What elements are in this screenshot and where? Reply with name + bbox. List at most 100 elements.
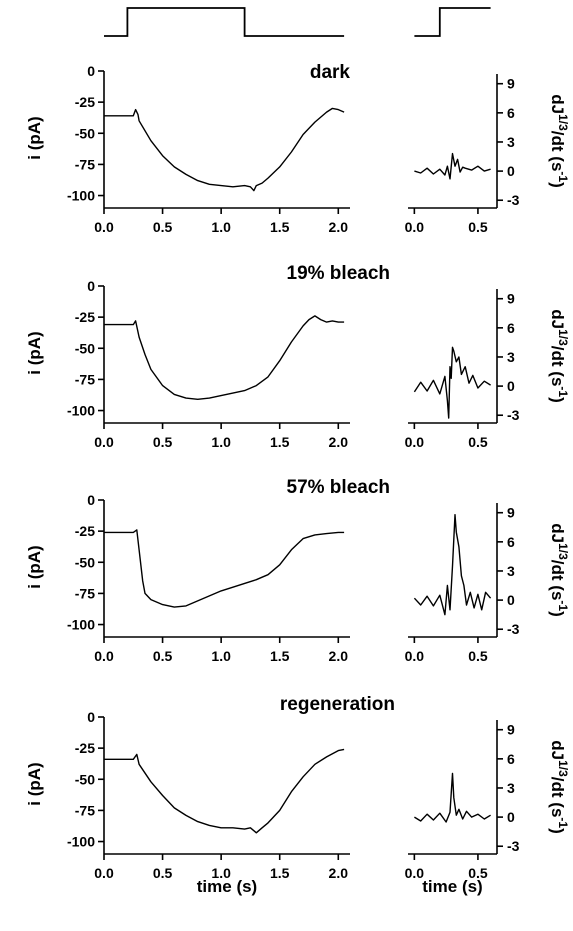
y-tick-label: 6 <box>507 320 515 336</box>
y-tick-label: -50 <box>75 554 95 570</box>
y-tick-label: -75 <box>75 156 95 172</box>
y-tick-label: 3 <box>507 563 515 579</box>
y-tick-label: -50 <box>75 340 95 356</box>
y-tick-label: 3 <box>507 134 515 150</box>
y-tick-label: -75 <box>75 802 95 818</box>
y-tick-label: 0 <box>507 163 515 179</box>
derivative-trace <box>413 346 491 419</box>
panels: 0 -25 -50 -75 -100 0.0 0.5 1.0 1.5 2.0 i (pA) dark 9… <box>25 62 570 896</box>
panel-title: 19% bleach <box>287 263 391 284</box>
y-axis-title: i (pA) <box>25 116 44 159</box>
y-tick-label: 9 <box>507 76 515 92</box>
x-tick-label: 2.0 <box>329 648 349 664</box>
x-tick-label: 2.0 <box>329 219 349 235</box>
derivative-trace <box>413 514 492 616</box>
y-axis-title: dJ1/3/dt (s-1) <box>548 523 570 616</box>
derivative-trace <box>414 152 491 180</box>
x-axis-title: time (s) <box>197 877 257 896</box>
stimulus-step-trace <box>104 7 345 37</box>
derivative-panel: 9 6 3 0 -3 0.0 0.5 dJ1/3/dt (s-1) <box>405 289 570 450</box>
y-tick-label: 9 <box>507 291 515 307</box>
current-panel: 0 -25 -50 -75 -100 0.0 0.5 1.0 1.5 2.0 i (pA) regen… <box>25 694 395 896</box>
y-tick-label: -25 <box>75 523 95 539</box>
stimulus-step-trace <box>414 7 491 37</box>
y-axis-title: i (pA) <box>25 762 44 805</box>
y-tick-label: -50 <box>75 771 95 787</box>
y-axis-title: dJ1/3/dt (s-1) <box>548 94 570 187</box>
y-tick-label: 0 <box>87 63 95 79</box>
y-tick-label: 0 <box>507 378 515 394</box>
x-tick-label: 0.5 <box>153 434 173 450</box>
y-tick-label: -3 <box>507 838 520 854</box>
x-tick-label: 1.5 <box>270 648 290 664</box>
x-tick-label: 0.5 <box>153 865 173 881</box>
y-tick-label: 0 <box>87 492 95 508</box>
y-tick-label: -75 <box>75 371 95 387</box>
x-tick-label: 0.5 <box>153 648 173 664</box>
x-tick-label: 0.0 <box>94 434 114 450</box>
panel-title: 57% bleach <box>287 477 391 498</box>
x-tick-label: 1.0 <box>211 865 231 881</box>
y-tick-label: 9 <box>507 505 515 521</box>
derivative-panel: 9 6 3 0 -3 0.0 0.5 dJ1/3/dt (s-1) time (s) <box>405 720 570 896</box>
x-tick-label: 0.0 <box>94 865 114 881</box>
y-tick-label: -3 <box>507 407 520 423</box>
y-tick-label: 3 <box>507 780 515 796</box>
x-tick-label: 0.0 <box>405 865 425 881</box>
current-trace <box>104 748 345 834</box>
y-tick-label: 3 <box>507 349 515 365</box>
x-tick-label: 2.0 <box>329 434 349 450</box>
y-axis-title: i (pA) <box>25 331 44 374</box>
x-tick-label: 1.5 <box>270 219 290 235</box>
y-tick-label: 9 <box>507 722 515 738</box>
y-tick-label: -100 <box>67 403 95 419</box>
x-tick-label: 1.0 <box>211 219 231 235</box>
y-axis-title: i (pA) <box>25 545 44 588</box>
y-tick-label: -50 <box>75 125 95 141</box>
x-tick-label: 0.5 <box>468 434 488 450</box>
x-tick-label: 0.5 <box>468 219 488 235</box>
stimulus-traces <box>104 7 491 37</box>
current-trace <box>104 107 345 192</box>
current-trace <box>104 529 345 608</box>
y-tick-label: -100 <box>67 834 95 850</box>
derivative-panel: 9 6 3 0 -3 0.0 0.5 dJ1/3/dt (s-1) <box>405 503 570 664</box>
current-panel: 0 -25 -50 -75 -100 0.0 0.5 1.0 1.5 2.0 i (pA) 19% b… <box>25 263 390 450</box>
derivative-panel: 9 6 3 0 -3 0.0 0.5 dJ1/3/dt (s-1) <box>405 74 570 235</box>
x-tick-label: 0.5 <box>468 648 488 664</box>
x-axis-title: time (s) <box>422 877 482 896</box>
y-tick-label: 0 <box>507 592 515 608</box>
y-tick-label: 6 <box>507 751 515 767</box>
y-tick-label: 0 <box>507 809 515 825</box>
x-tick-label: 2.0 <box>329 865 349 881</box>
y-tick-label: -100 <box>67 617 95 633</box>
panel-title: dark <box>310 62 351 83</box>
x-tick-label: 0.0 <box>94 219 114 235</box>
y-axis-title: dJ1/3/dt (s-1) <box>548 309 570 402</box>
derivative-trace <box>414 772 491 823</box>
y-tick-label: 0 <box>87 278 95 294</box>
x-tick-label: 0.5 <box>153 219 173 235</box>
x-tick-label: 0.5 <box>468 865 488 881</box>
current-panel: 0 -25 -50 -75 -100 0.0 0.5 1.0 1.5 2.0 i (pA) dark <box>25 62 350 235</box>
y-tick-label: -100 <box>67 188 95 204</box>
y-tick-label: -25 <box>75 740 95 756</box>
x-tick-label: 1.5 <box>270 434 290 450</box>
current-panel: 0 -25 -50 -75 -100 0.0 0.5 1.0 1.5 2.0 i (pA) 57% b… <box>25 477 390 664</box>
panel-title: regeneration <box>280 694 395 715</box>
y-tick-label: -25 <box>75 94 95 110</box>
x-tick-label: 1.5 <box>270 865 290 881</box>
x-tick-label: 0.0 <box>405 648 425 664</box>
x-tick-label: 1.0 <box>211 648 231 664</box>
current-trace <box>104 315 345 400</box>
x-tick-label: 0.0 <box>94 648 114 664</box>
y-tick-label: 0 <box>87 709 95 725</box>
y-tick-label: 6 <box>507 105 515 121</box>
x-tick-label: 0.0 <box>405 219 425 235</box>
y-tick-label: -3 <box>507 621 520 637</box>
y-axis-title: dJ1/3/dt (s-1) <box>548 740 570 833</box>
y-tick-label: -25 <box>75 309 95 325</box>
y-tick-label: -75 <box>75 585 95 601</box>
x-tick-label: 1.0 <box>211 434 231 450</box>
